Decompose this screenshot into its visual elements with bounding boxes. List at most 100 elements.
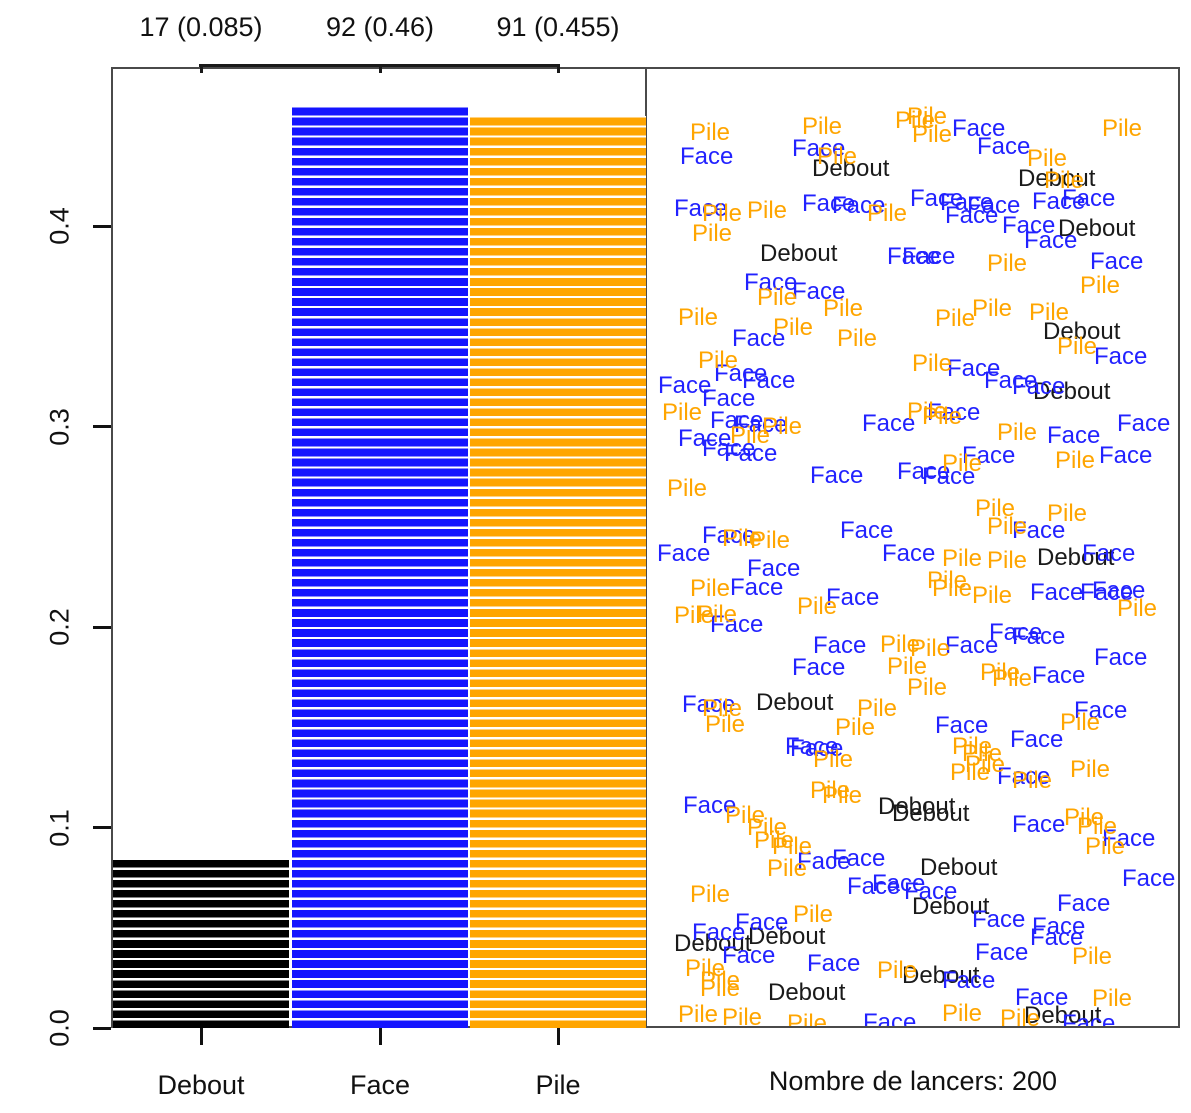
scatter-word-face: Face [810,462,864,489]
top-axis-tick [199,64,203,73]
scatter-word-face: Face [678,425,732,452]
scatter-word-pile: Pile [1072,943,1113,970]
scatter-word-face: Face [1094,343,1148,370]
scatter-word-pile: Pile [910,635,951,662]
scatter-word-pile: Pile [793,901,834,928]
scatter-word-pile: Pile [997,419,1038,446]
scatter-word-face: Face [927,399,981,426]
x-axis-label: Face [349,1070,411,1100]
scatter-word-face: Face [952,115,1006,142]
scatter-word-face: Face [832,192,886,219]
scatter-word-pile: Pile [722,525,763,552]
scatter-word-debout: Debout [1024,1002,1102,1027]
caption: Nombre de lancers: 200 [768,1066,1058,1096]
scatter-word-face: Face [807,950,861,977]
scatter-word-face: Face [792,278,846,305]
bar-debout [113,857,289,1028]
scatter-word-face: Face [658,372,712,399]
scatter-word-face: Face [683,792,737,819]
scatter-word-debout: Debout [760,240,838,267]
y-axis-tick-label: 0.3 [44,407,75,446]
scatter-word-face: Face [1122,865,1176,892]
scatter-word-pile: Pile [1102,115,1143,142]
scatter-word-pile: Pile [813,746,854,773]
scatter-word-pile: Pile [907,103,948,130]
scatter-word-pile: Pile [802,113,843,140]
scatter-word-pile: Pile [667,475,708,502]
scatter-word-face: Face [922,463,976,490]
scatter-word-pile: Pile [750,527,791,554]
scatter-word-face: Face [1074,697,1128,724]
scatter-word-face: Face [967,192,1021,219]
scatter-word-pile: Pile [678,1001,719,1027]
scatter-word-face: Face [840,517,894,544]
scatter-word-pile: Pile [747,814,788,841]
scatter-word-face: Face [710,611,764,638]
scatter-word-debout: Debout [902,962,980,989]
scatter-word-face: Face [902,243,956,270]
scatter-word-pile: Pile [942,450,983,477]
scatter-word-face: Face [832,845,886,872]
y-axis-tick-label: 0.0 [44,1009,75,1047]
scatter-word-pile: Pile [907,398,948,425]
scatter-word-face: Face [945,202,999,229]
scatter-word-debout: Debout [1037,544,1115,571]
top-axis-tick [556,64,560,73]
scatter-word-face: Face [1012,811,1066,838]
scatter-word-pile: Pile [1117,595,1158,622]
scatter-word-pile: Pile [702,200,743,227]
scatter-word-face: Face [977,133,1031,160]
scatter-word-face: Face [862,410,916,437]
scatter-word-face: Face [1092,577,1146,604]
y-axis-tick [93,625,111,629]
scatter-word-face: Face [813,632,867,659]
scatter-word-face: Face [942,967,996,994]
scatter-word-face: Face [1102,825,1156,852]
scatter-word-pile: Pile [867,200,908,227]
scatter-word-face: Face [847,873,901,900]
scatter-word-face: Face [692,919,746,946]
y-axis-tick-label: 0.1 [44,808,75,847]
scatter-word-pile: Pile [927,567,968,594]
scatter-word-debout: Debout [878,793,956,820]
scatter-word-pile: Pile [962,740,1003,767]
scatter-word-face: Face [734,411,788,438]
scatter-word-face: Face [1010,726,1064,753]
scatter-word-pile: Pile [907,674,948,701]
scatter-word-pile: Pile [950,759,991,786]
scatter-word-pile: Pile [700,975,741,1002]
scatter-word-face: Face [989,619,1043,646]
scatter-word-pile: Pile [975,495,1016,522]
scatter-word-pile: Pile [787,1010,828,1027]
scatter-word-pile: Pile [942,545,983,572]
scatter-word-pile: Pile [1077,813,1118,840]
scatter-word-pile: Pile [1044,167,1085,194]
scatter-word-face: Face [1062,185,1116,212]
scatter-word-pile: Pile [702,695,743,722]
scatter-word-face: Face [997,763,1051,790]
scatter-word-face: Face [1030,579,1084,606]
scatter-word-face: Face [680,143,734,170]
bar-top-label: 92 (0.46) [325,12,435,42]
x-axis-label: Debout [157,1070,245,1100]
scatter-word-face: Face [1015,984,1069,1011]
scatter-word-pile: Pile [1029,299,1070,326]
scatter-word-face: Face [897,458,951,485]
scatter-word-pile: Pile [857,695,898,722]
scatter-word-pile: Pile [992,665,1033,692]
scatter-word-pile: Pile [1085,833,1126,860]
scatter-word-pile: Pile [747,197,788,224]
scatter-word-face: Face [882,540,936,567]
scatter-word-pile: Pile [887,653,928,680]
scatter-word-pile: Pile [912,121,953,148]
scatter-word-face: Face [702,435,756,462]
scatter-word-pile: Pile [772,833,813,860]
scatter-word-face: Face [747,555,801,582]
scatter-word-pile: Pile [1027,145,1068,172]
scatter-word-face: Face [1032,188,1086,215]
scatter-word-face: Face [910,185,964,212]
scatter-word-face: Face [887,243,941,270]
scatter-word-face: Face [1047,422,1101,449]
scatter-word-pile: Pile [817,143,858,170]
